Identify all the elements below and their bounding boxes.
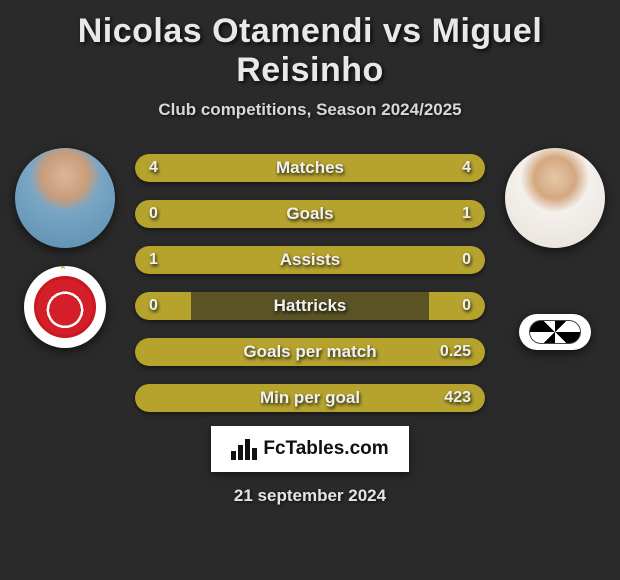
right-side [503,148,607,350]
stat-row: 1Assists0 [135,246,485,274]
stat-value-right: 1 [462,205,471,223]
stat-value-right: 0.25 [440,343,471,361]
player-left-avatar [15,148,115,248]
stat-value-right: 4 [462,159,471,177]
stat-label: Assists [135,250,485,270]
left-side [13,148,117,348]
comparison-card: Nicolas Otamendi vs Miguel Reisinho Club… [0,0,620,506]
branding-bars-icon [231,438,257,460]
stat-row: 4Matches4 [135,154,485,182]
stat-label: Goals [135,204,485,224]
title: Nicolas Otamendi vs Miguel Reisinho [10,12,610,90]
stat-row: Min per goal423 [135,384,485,412]
stats-column: 4Matches40Goals11Assists00Hattricks0Goal… [135,154,485,412]
club-left-logo [24,266,106,348]
club-right-logo [519,314,591,350]
branding-text: FcTables.com [263,438,388,460]
stat-label: Min per goal [135,388,485,408]
branding-badge: FcTables.com [211,426,409,472]
stat-row: Goals per match0.25 [135,338,485,366]
stat-row: 0Hattricks0 [135,292,485,320]
boavista-crest-icon [529,320,581,344]
stat-label: Goals per match [135,342,485,362]
stat-value-right: 0 [462,297,471,315]
stat-label: Hattricks [135,296,485,316]
stat-row: 0Goals1 [135,200,485,228]
player-right-avatar [505,148,605,248]
date-text: 21 september 2024 [10,486,610,506]
stat-value-right: 0 [462,251,471,269]
stat-label: Matches [135,158,485,178]
benfica-crest-icon [34,276,96,338]
subtitle: Club competitions, Season 2024/2025 [10,100,610,120]
main-layout: 4Matches40Goals11Assists00Hattricks0Goal… [10,148,610,412]
stat-value-right: 423 [444,389,471,407]
